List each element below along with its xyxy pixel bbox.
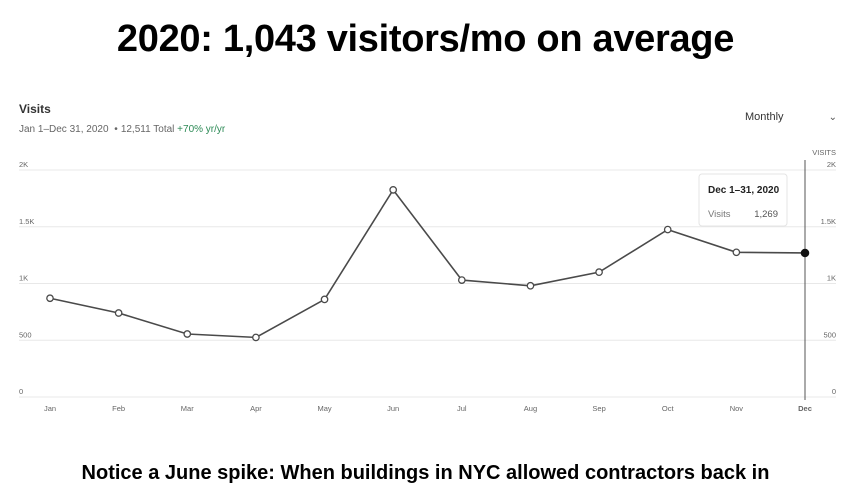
tooltip-box <box>698 173 788 227</box>
tooltip-label: Visits <box>708 209 731 220</box>
series-line-visits <box>49 188 806 339</box>
x-tick-label: Sep <box>592 404 605 413</box>
data-point-jun[interactable] <box>389 186 398 194</box>
y-tick-label-right: 1K <box>827 274 836 283</box>
y-axis-right: 0 500 1K 1.5K 2K <box>821 160 836 396</box>
data-point-oct[interactable] <box>663 225 672 234</box>
y-tick-label-right: 0 <box>832 387 836 396</box>
x-tick-label: Jan <box>44 404 56 413</box>
data-point-feb[interactable] <box>114 309 123 317</box>
y-tick-label-left: 2K <box>19 160 28 169</box>
separator: • <box>114 124 118 135</box>
x-tick-label: Oct <box>662 404 675 413</box>
grid-lines <box>19 169 836 398</box>
interval-dropdown[interactable]: Monthly ⌄ <box>745 111 837 123</box>
growth-badge: +70% yr/yr <box>177 124 226 135</box>
x-tick-label: Apr <box>250 404 262 413</box>
tooltip: Dec 1–31, 2020 Visits 1,269 <box>698 173 788 227</box>
x-tick-label: Nov <box>730 404 744 413</box>
x-tick-label: Jun <box>387 404 399 413</box>
y-tick-label-left: 500 <box>19 330 32 339</box>
x-tick-label: Aug <box>524 404 537 413</box>
x-axis: Jan Feb Mar Apr May Jun Jul Aug Sep Oct Nov Dec <box>44 404 812 413</box>
data-point-jul[interactable] <box>457 276 466 284</box>
tooltip-value: 1,269 <box>754 209 778 220</box>
chevron-down-icon: ⌄ <box>828 111 837 123</box>
data-point-apr[interactable] <box>252 333 260 342</box>
y-tick-label-left: 1K <box>19 274 28 283</box>
data-point-aug[interactable] <box>526 281 535 290</box>
data-point-sep[interactable] <box>595 268 603 276</box>
data-point-dec[interactable] <box>800 248 810 258</box>
data-point-nov[interactable] <box>732 248 741 257</box>
x-tick-label: Jul <box>457 404 467 413</box>
headline: 2020: 1,043 visitors/mo on average <box>116 18 735 60</box>
card-title: Visits <box>19 102 51 116</box>
y-tick-label-left: 0 <box>19 387 23 396</box>
right-axis-label: VISITS <box>812 148 836 157</box>
y-tick-label-right: 1.5K <box>821 217 836 226</box>
data-point-may[interactable] <box>320 295 329 304</box>
data-point-mar[interactable] <box>183 330 192 338</box>
x-tick-label: Dec <box>798 404 812 413</box>
dropdown-value: Monthly <box>745 111 784 123</box>
y-tick-label-left: 1.5K <box>19 217 34 226</box>
tooltip-title: Dec 1–31, 2020 <box>708 185 780 196</box>
x-tick-label: Mar <box>181 404 194 413</box>
date-range: Jan 1–Dec 31, 2020 <box>19 124 109 135</box>
footer-caption: Notice a June spike: When buildings in N… <box>81 462 770 484</box>
y-tick-label-right: 2K <box>827 160 836 169</box>
y-tick-label-right: 500 <box>823 330 836 339</box>
card-subtitle: Jan 1–Dec 31, 2020 • 12,511 Total +70% yr… <box>19 124 225 135</box>
x-tick-label: May <box>317 404 331 413</box>
data-point-jan[interactable] <box>46 294 54 303</box>
x-tick-label: Feb <box>112 404 125 413</box>
y-axis-left: 0 500 1K 1.5K 2K <box>19 160 34 396</box>
total-visits: 12,511 Total <box>120 124 175 135</box>
visits-chart: 0 500 1K 1.5K 2K 0 500 1K 1.5K 2K VISITS Jan Feb M… <box>19 148 836 413</box>
data-points <box>46 186 810 342</box>
